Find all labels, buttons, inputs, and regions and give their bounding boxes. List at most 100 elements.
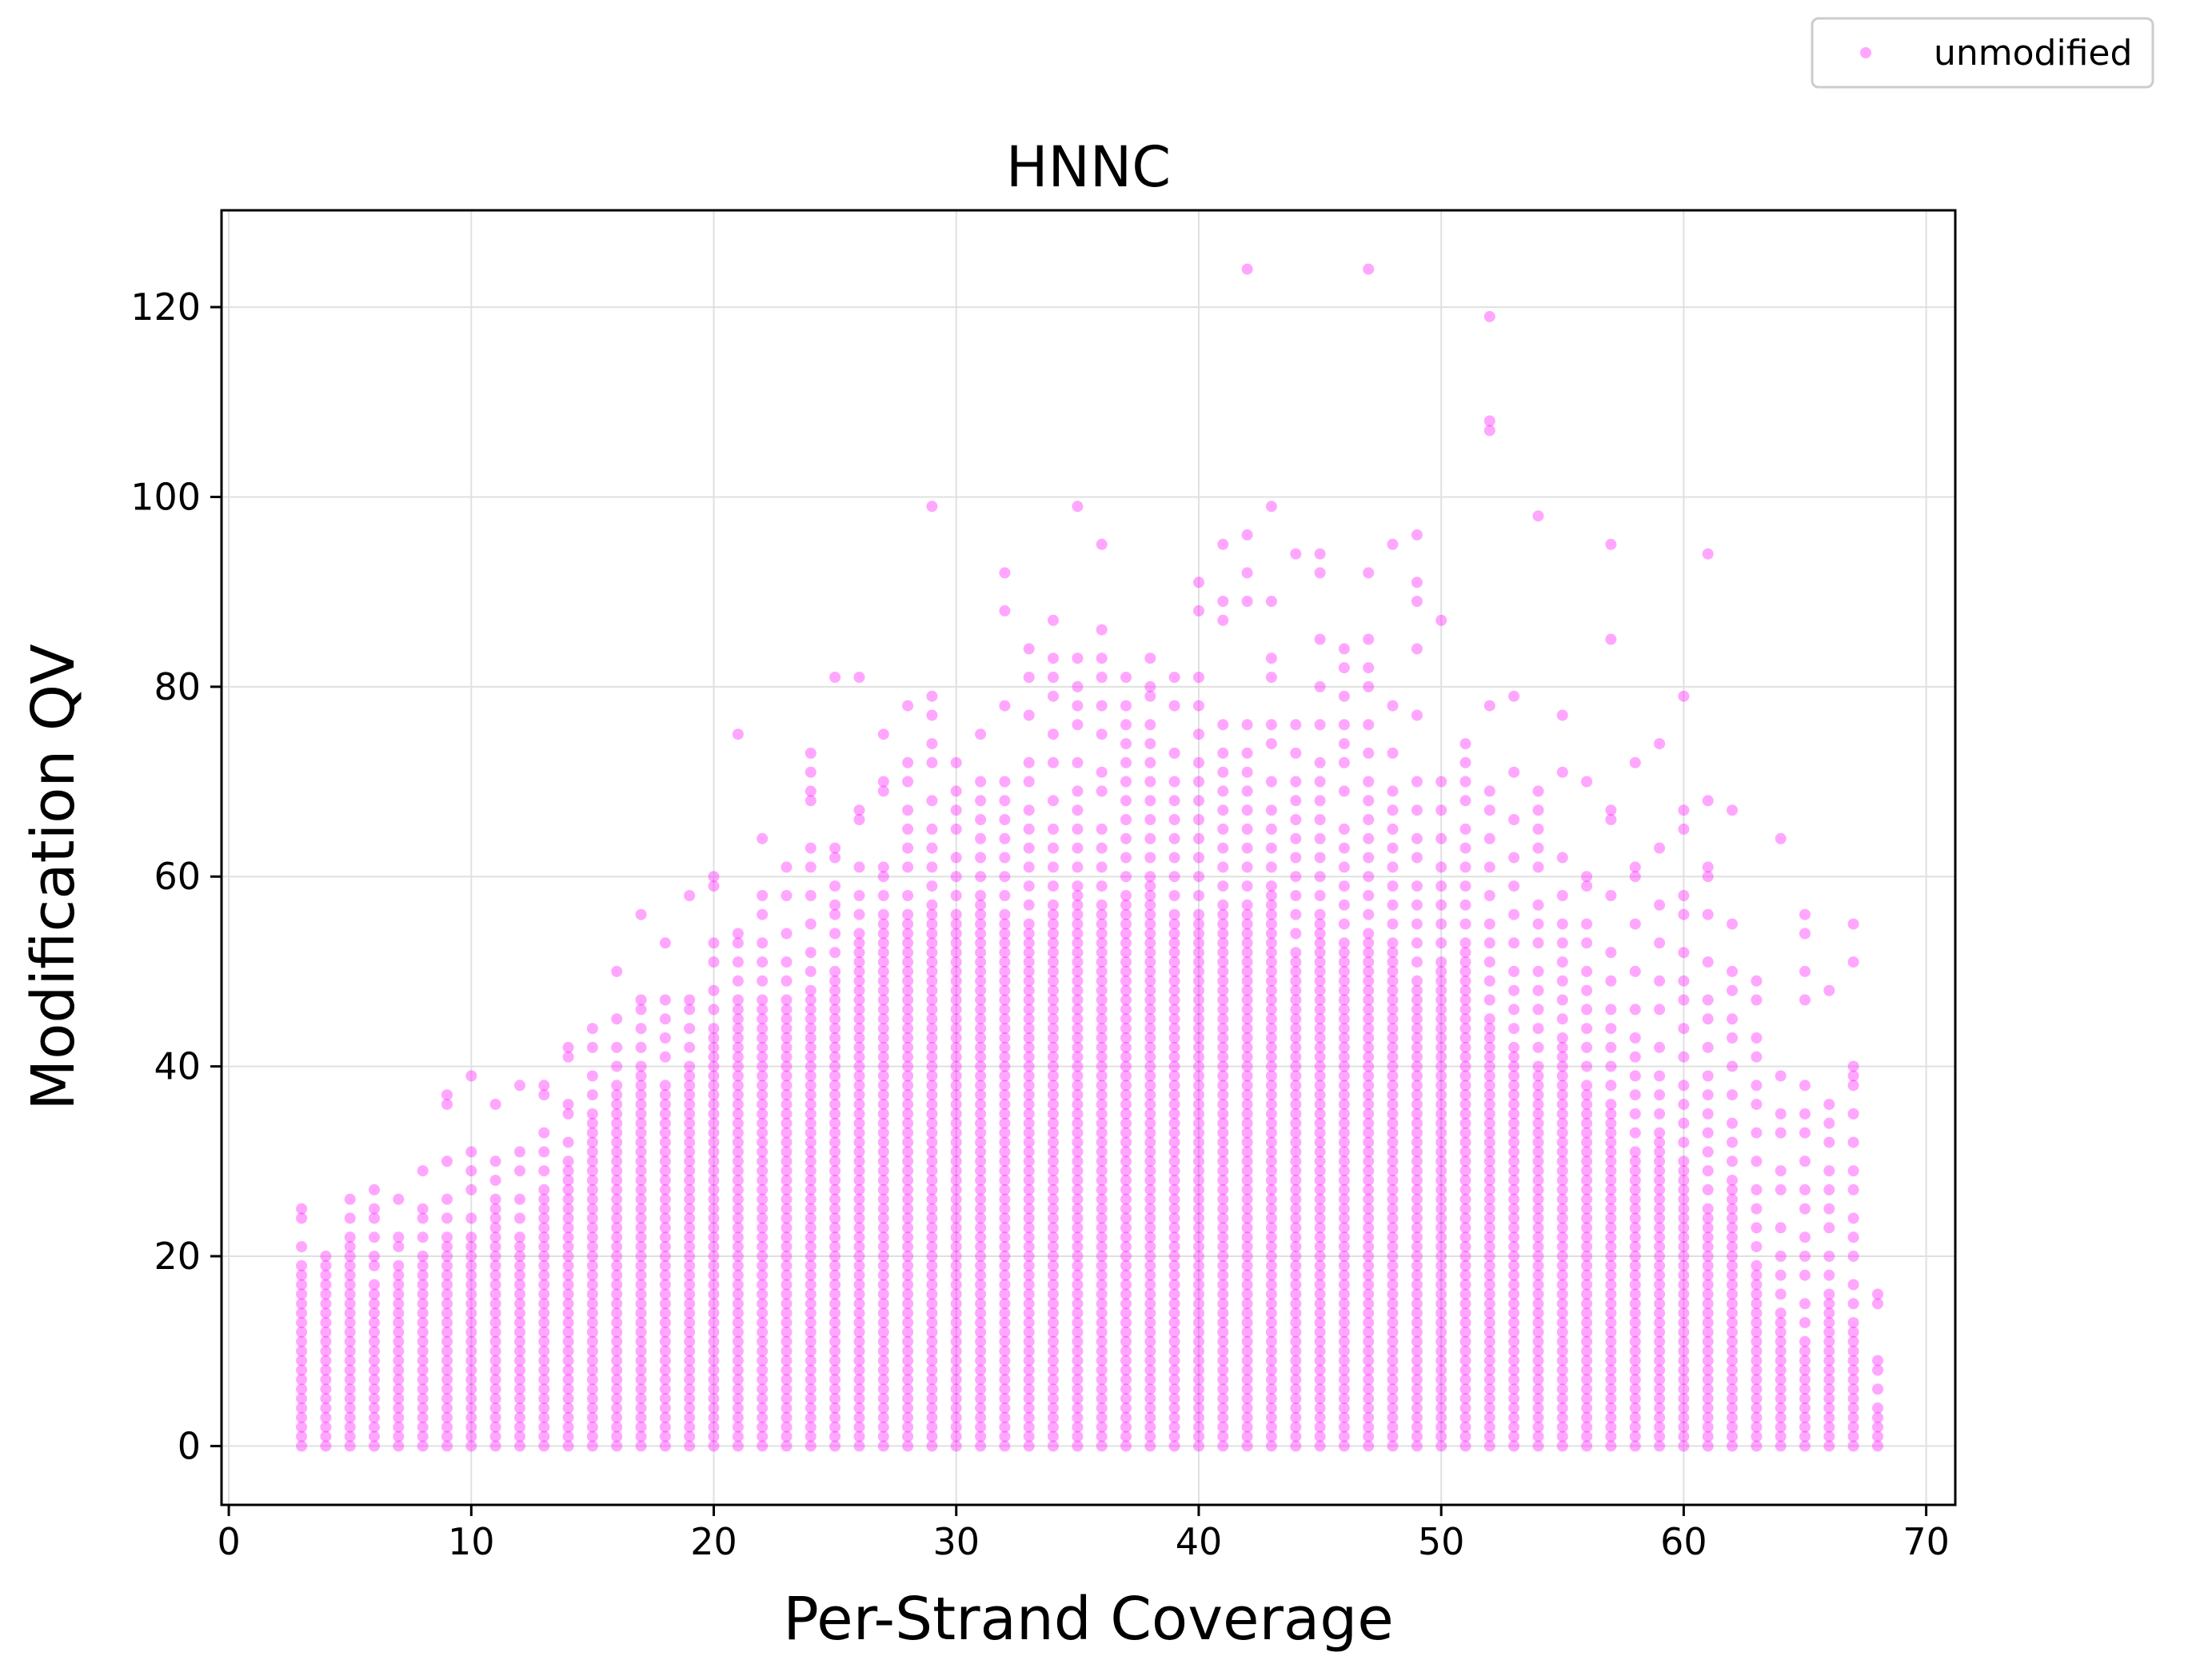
data-point bbox=[829, 1402, 841, 1414]
data-point bbox=[489, 1099, 501, 1111]
data-point bbox=[659, 1327, 671, 1338]
data-point bbox=[1508, 880, 1520, 892]
data-point bbox=[1023, 1440, 1035, 1452]
data-point bbox=[1775, 1108, 1787, 1119]
data-point bbox=[1193, 1231, 1204, 1243]
data-point bbox=[853, 1165, 865, 1177]
data-point bbox=[586, 1251, 598, 1262]
data-point bbox=[926, 1279, 938, 1291]
data-point bbox=[781, 1183, 793, 1195]
data-point bbox=[1435, 1231, 1447, 1243]
data-point bbox=[586, 1041, 598, 1053]
data-point bbox=[708, 871, 720, 883]
data-point bbox=[1193, 1288, 1204, 1300]
data-point bbox=[1702, 1146, 1714, 1158]
data-point bbox=[1072, 1355, 1084, 1367]
data-point bbox=[999, 1383, 1011, 1395]
data-point bbox=[1459, 1251, 1471, 1262]
data-point bbox=[1363, 1298, 1375, 1310]
data-point bbox=[757, 1364, 769, 1376]
data-point bbox=[950, 1212, 962, 1224]
data-point bbox=[538, 1279, 550, 1291]
data-point bbox=[781, 890, 793, 901]
data-point bbox=[684, 1193, 696, 1205]
data-point bbox=[1459, 1421, 1471, 1433]
data-point bbox=[999, 1193, 1011, 1205]
data-point bbox=[586, 1136, 598, 1148]
data-point bbox=[926, 1032, 938, 1044]
data-point bbox=[562, 1136, 574, 1148]
data-point bbox=[1217, 1089, 1229, 1101]
data-point bbox=[1168, 1393, 1180, 1405]
data-point bbox=[465, 1251, 477, 1262]
data-point bbox=[1459, 956, 1471, 968]
data-point bbox=[1144, 965, 1156, 977]
data-point bbox=[1435, 1175, 1447, 1187]
data-point bbox=[1581, 1041, 1593, 1053]
data-point bbox=[1290, 548, 1302, 560]
data-point bbox=[586, 1355, 598, 1367]
data-point bbox=[1048, 1374, 1059, 1386]
data-point bbox=[562, 1393, 574, 1405]
data-point bbox=[975, 1431, 987, 1443]
data-point bbox=[1872, 1431, 1883, 1443]
data-point bbox=[1459, 1041, 1471, 1053]
data-point bbox=[1483, 1251, 1495, 1262]
data-point bbox=[829, 908, 841, 920]
data-point bbox=[877, 1231, 889, 1243]
data-point bbox=[1120, 899, 1132, 911]
data-point bbox=[926, 756, 938, 768]
data-point bbox=[489, 1231, 501, 1243]
data-point bbox=[1168, 1241, 1180, 1253]
data-point bbox=[1387, 1099, 1399, 1111]
data-point bbox=[975, 1108, 987, 1119]
data-point bbox=[732, 1364, 744, 1376]
data-point bbox=[1193, 1175, 1204, 1187]
data-point bbox=[1096, 1183, 1108, 1195]
data-point bbox=[1096, 1317, 1108, 1329]
data-point bbox=[902, 1288, 914, 1300]
data-point bbox=[441, 1307, 453, 1319]
data-point bbox=[1363, 1203, 1375, 1215]
data-point bbox=[1023, 1032, 1035, 1044]
data-point bbox=[1483, 1269, 1495, 1281]
data-point bbox=[999, 1146, 1011, 1158]
data-point bbox=[926, 1317, 938, 1329]
data-point bbox=[1363, 832, 1375, 844]
data-point bbox=[1168, 672, 1180, 683]
data-point bbox=[1411, 1155, 1423, 1167]
data-point bbox=[926, 1355, 938, 1367]
data-point bbox=[1751, 1402, 1763, 1414]
data-point bbox=[1411, 1298, 1423, 1310]
data-point bbox=[1072, 1374, 1084, 1386]
data-point bbox=[1096, 1402, 1108, 1414]
data-point bbox=[611, 1317, 623, 1329]
data-point bbox=[1168, 1374, 1180, 1386]
data-point bbox=[1193, 1269, 1204, 1281]
data-point bbox=[1338, 842, 1350, 854]
data-point bbox=[1751, 1203, 1763, 1215]
data-point bbox=[975, 776, 987, 788]
data-point bbox=[1265, 672, 1277, 683]
data-point bbox=[950, 1411, 962, 1423]
data-point bbox=[1581, 1183, 1593, 1195]
data-point bbox=[1483, 1335, 1495, 1347]
data-point bbox=[635, 1345, 647, 1357]
data-point bbox=[1023, 1355, 1035, 1367]
data-point bbox=[611, 1183, 623, 1195]
data-point bbox=[1508, 1307, 1520, 1319]
data-point bbox=[1120, 1041, 1132, 1053]
data-column bbox=[926, 501, 938, 1452]
data-point bbox=[1654, 1298, 1666, 1310]
data-point bbox=[489, 1259, 501, 1271]
data-point bbox=[902, 1203, 914, 1215]
data-point bbox=[611, 1402, 623, 1414]
data-point bbox=[1265, 1165, 1277, 1177]
data-point bbox=[1727, 1175, 1738, 1187]
data-point bbox=[781, 1146, 793, 1158]
data-point bbox=[902, 1155, 914, 1167]
data-point bbox=[1048, 1345, 1059, 1357]
data-point bbox=[465, 1212, 477, 1224]
data-point bbox=[999, 1013, 1011, 1025]
data-point bbox=[489, 1355, 501, 1367]
